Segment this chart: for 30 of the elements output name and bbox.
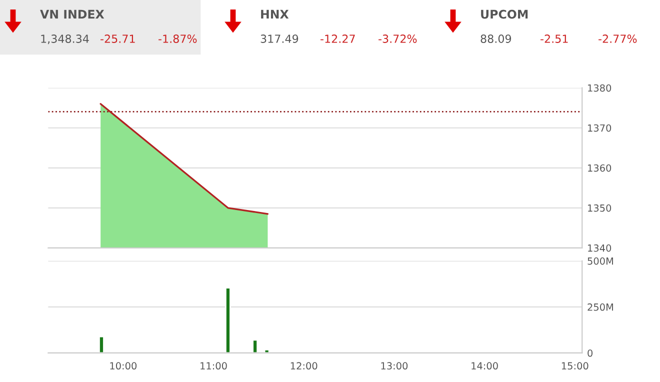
text: -3.72% [378,34,417,43]
y-tick-label: 1380 [588,84,612,92]
y-tick-label: 500M [588,257,613,265]
bar [225,287,231,353]
text: 1,348.34 [41,34,89,44]
bar [98,336,104,353]
text: VN INDEX [40,10,104,19]
x-tick-label: 11:00 [200,362,227,370]
text: -2.51 [540,34,568,43]
x-tick-label: 10:00 [110,362,137,370]
y-tick-label: 1360 [588,164,612,172]
text: -12.27 [320,34,355,43]
x-tick-label: 12:00 [290,362,318,370]
x-tick-label: 13:00 [381,362,408,370]
x-tick-label: 14:00 [472,362,498,370]
text: -1.87% [158,34,197,43]
y-tick-label: 1340 [588,244,612,252]
text: 88.09 [480,34,512,43]
x-tick-label: 15:00 [562,362,588,370]
bar [264,348,270,353]
text: HNX [261,10,289,19]
y-tick-label: 1350 [588,204,612,212]
text: -2.77% [598,34,637,43]
y-tick-label: 0 [588,349,593,357]
text: UPCOM [481,10,528,19]
y-tick-label: 1370 [588,124,612,132]
text: 317.49 [260,34,298,43]
bar [252,339,258,353]
text: -25.71 [100,34,135,43]
y-tick-label: 250M [588,303,613,311]
